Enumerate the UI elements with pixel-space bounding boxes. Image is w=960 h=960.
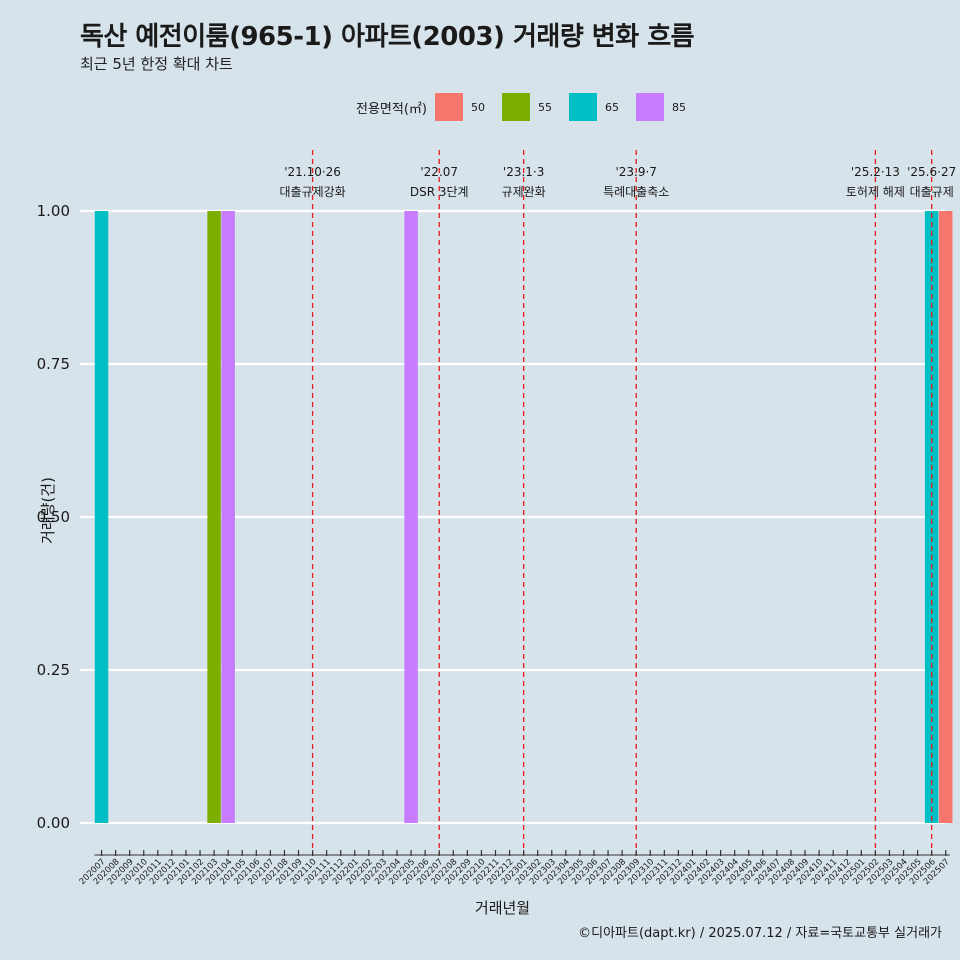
legend-item-50: 50 (434, 93, 498, 121)
legend-label: 65 (604, 100, 619, 114)
bar-55-202103 (207, 211, 221, 823)
legend-key (434, 93, 463, 121)
event-name-label: 특례대출축소 (603, 185, 669, 199)
legend-title: 전용면적(㎡) (356, 101, 427, 117)
source-caption: ©디아파트(dapt.kr) / 2025.07.12 / 자료=국토교통부 실… (578, 926, 942, 941)
legend-key (635, 93, 664, 121)
legend-item-55: 55 (501, 93, 565, 121)
y-tick-label: 0.75 (37, 355, 70, 373)
event-date-label: '25.2·13 (851, 165, 900, 179)
chart-title: 독산 예전이룸(965-1) 아파트(2003) 거래량 변화 흐름 (80, 22, 695, 52)
y-tick-label: 1.00 (37, 202, 70, 220)
event-name-label: DSR 3단계 (410, 185, 469, 199)
y-tick-label: 0.25 (37, 661, 70, 679)
event-date-label: '22.07 (420, 165, 458, 179)
chart-subtitle: 최근 5년 한정 확대 차트 (80, 55, 233, 73)
bar-65-202007 (94, 211, 109, 823)
legend-item-85: 85 (635, 93, 699, 121)
event-name-label: 대출규제 (910, 185, 954, 199)
legend-label: 85 (671, 100, 686, 114)
legend-item-65: 65 (568, 93, 632, 121)
y-axis-label: 거래량(건) (38, 477, 57, 544)
legend: 전용면적(㎡) 50 55 65 85 (356, 93, 703, 121)
legend-key (501, 93, 530, 121)
bar-85-202205 (404, 211, 418, 823)
event-date-label: '23.9·7 (615, 165, 656, 179)
event-name-label: 대출규제강화 (279, 185, 345, 199)
legend-label: 50 (470, 100, 485, 114)
legend-label: 55 (537, 100, 552, 114)
x-axis-label: 거래년월 (474, 899, 531, 917)
event-date-label: '21.10·26 (284, 165, 341, 179)
y-tick-label: 0.50 (37, 508, 70, 526)
bar-65-202506 (924, 211, 939, 823)
bar-85-202104 (221, 211, 235, 823)
event-date-label: '25.6·27 (907, 165, 956, 179)
event-name-label: 규제완화 (502, 185, 546, 199)
y-tick-label: 0.00 (37, 814, 70, 832)
event-date-label: '23.1·3 (503, 165, 544, 179)
legend-key (568, 93, 597, 121)
bar-50-202507 (938, 211, 953, 823)
event-name-label: 토허제 해제 (846, 185, 905, 199)
